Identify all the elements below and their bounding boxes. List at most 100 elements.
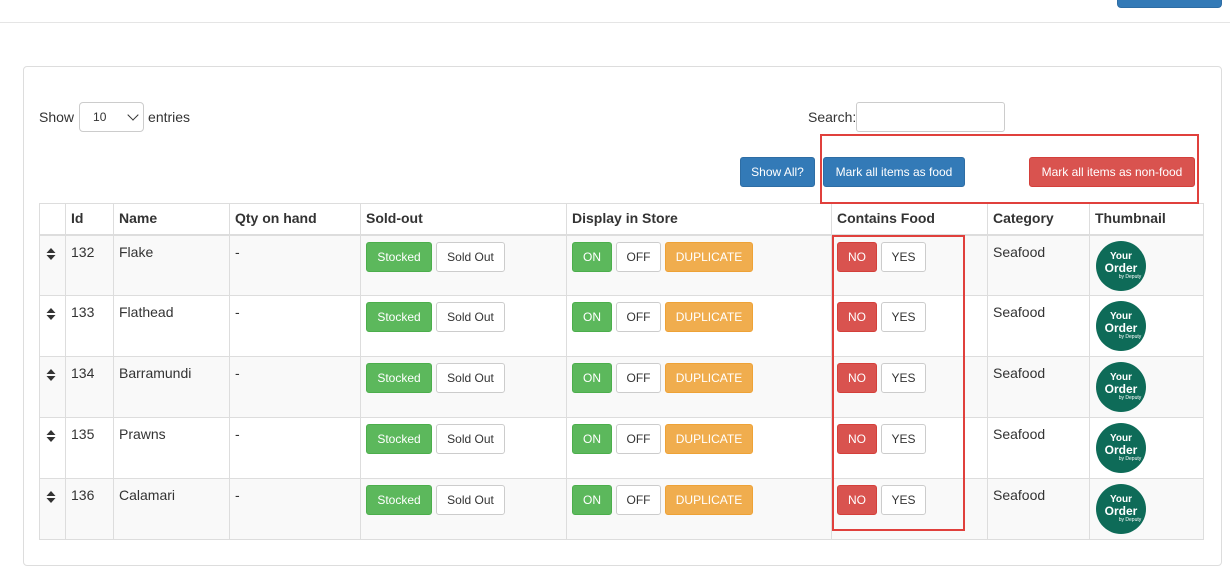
thumbnail-image[interactable]: Your Order by Deputy bbox=[1096, 301, 1146, 351]
sort-arrows-icon[interactable] bbox=[46, 430, 56, 442]
mark-all-food-button[interactable]: Mark all items as food bbox=[823, 157, 965, 187]
items-table: Id Name Qty on hand Sold-out Display in … bbox=[39, 203, 1204, 540]
yes-button[interactable]: YES bbox=[881, 241, 926, 272]
off-button[interactable]: OFF bbox=[616, 241, 661, 272]
reorder-cell[interactable] bbox=[39, 356, 66, 418]
contains-food-cell: NO YES bbox=[831, 356, 988, 418]
column-header-id[interactable]: Id bbox=[65, 203, 114, 236]
thumbnail-text-your: Your bbox=[1109, 311, 1133, 322]
on-button[interactable]: ON bbox=[572, 241, 612, 272]
thumbnail-image[interactable]: Your Order by Deputy bbox=[1096, 423, 1146, 473]
search-label: Search: bbox=[808, 109, 857, 125]
no-button[interactable]: NO bbox=[837, 302, 877, 332]
yes-button[interactable]: YES bbox=[881, 302, 926, 332]
no-button[interactable]: NO bbox=[837, 363, 877, 393]
table-row: 135 Prawns - Stocked Sold Out ON OFF DUPLICATE N… bbox=[39, 417, 1204, 479]
thumbnail-text-your: Your bbox=[1109, 494, 1133, 505]
table-row: 136 Calamari - Stocked Sold Out ON OFF DUPLICAT… bbox=[39, 478, 1204, 540]
sold-out-button[interactable]: Sold Out bbox=[436, 363, 505, 393]
off-button[interactable]: OFF bbox=[616, 424, 661, 454]
column-header-contains-food[interactable]: Contains Food bbox=[831, 203, 988, 236]
thumbnail-cell: Your Order by Deputy bbox=[1089, 356, 1204, 418]
name-cell: Prawns bbox=[113, 417, 230, 479]
mark-all-non-food-button[interactable]: Mark all items as non-food bbox=[1029, 157, 1195, 187]
thumbnail-text-your: Your bbox=[1109, 250, 1133, 262]
thumbnail-text-order: Order bbox=[1104, 321, 1138, 335]
qty-cell: - bbox=[229, 356, 361, 418]
column-header-sold-out[interactable]: Sold-out bbox=[360, 203, 567, 236]
name-cell: Flake bbox=[113, 234, 230, 296]
on-button[interactable]: ON bbox=[572, 424, 612, 454]
sold-out-button[interactable]: Sold Out bbox=[436, 302, 505, 332]
name-cell: Barramundi bbox=[113, 356, 230, 418]
show-all-button[interactable]: Show All? bbox=[740, 157, 815, 187]
thumbnail-text-by: by Deputy bbox=[1118, 273, 1142, 280]
no-button[interactable]: NO bbox=[837, 424, 877, 454]
thumbnail-text-your: Your bbox=[1109, 433, 1133, 444]
sold-out-button[interactable]: Sold Out bbox=[436, 241, 505, 272]
duplicate-button[interactable]: DUPLICATE bbox=[665, 302, 753, 332]
display-in-store-cell: ON OFF DUPLICATE bbox=[566, 356, 832, 418]
reorder-cell[interactable] bbox=[39, 417, 66, 479]
on-button[interactable]: ON bbox=[572, 485, 612, 515]
duplicate-button[interactable]: DUPLICATE bbox=[665, 363, 753, 393]
stocked-button[interactable]: Stocked bbox=[366, 363, 432, 393]
show-label: Show bbox=[39, 109, 75, 125]
on-button[interactable]: ON bbox=[572, 302, 612, 332]
column-header-display-in-store[interactable]: Display in Store bbox=[566, 203, 832, 236]
sold-out-cell: Stocked Sold Out bbox=[360, 478, 567, 540]
thumbnail-image[interactable]: Your Order by Deputy bbox=[1096, 240, 1146, 291]
thumbnail-image[interactable]: Your Order by Deputy bbox=[1096, 362, 1146, 412]
on-button[interactable]: ON bbox=[572, 363, 612, 393]
stocked-button[interactable]: Stocked bbox=[366, 302, 432, 332]
column-header-thumbnail[interactable]: Thumbnail bbox=[1089, 203, 1204, 236]
qty-cell: - bbox=[229, 417, 361, 479]
display-in-store-cell: ON OFF DUPLICATE bbox=[566, 417, 832, 479]
duplicate-button[interactable]: DUPLICATE bbox=[665, 424, 753, 454]
yes-button[interactable]: YES bbox=[881, 485, 926, 515]
reorder-cell[interactable] bbox=[39, 234, 66, 296]
sort-arrows-icon[interactable] bbox=[46, 247, 56, 260]
table-row: 134 Barramundi - Stocked Sold Out ON OFF DUPLIC… bbox=[39, 356, 1204, 418]
thumbnail-text-order: Order bbox=[1104, 504, 1138, 518]
stocked-button[interactable]: Stocked bbox=[366, 485, 432, 515]
column-header-category[interactable]: Category bbox=[987, 203, 1090, 236]
yes-button[interactable]: YES bbox=[881, 424, 926, 454]
reorder-cell[interactable] bbox=[39, 295, 66, 357]
id-cell: 133 bbox=[65, 295, 114, 357]
duplicate-button[interactable]: DUPLICATE bbox=[665, 485, 753, 515]
sort-arrows-icon[interactable] bbox=[46, 491, 56, 503]
thumbnail-text-by: by Deputy bbox=[1118, 517, 1142, 523]
contains-food-cell: NO YES bbox=[831, 417, 988, 479]
off-button[interactable]: OFF bbox=[616, 302, 661, 332]
yes-button[interactable]: YES bbox=[881, 363, 926, 393]
sort-arrows-icon[interactable] bbox=[46, 308, 56, 320]
sold-out-cell: Stocked Sold Out bbox=[360, 356, 567, 418]
search-control: Search: bbox=[808, 102, 1006, 132]
off-button[interactable]: OFF bbox=[616, 363, 661, 393]
thumbnail-text-order: Order bbox=[1104, 382, 1138, 396]
name-cell: Calamari bbox=[113, 478, 230, 540]
thumbnail-text-order: Order bbox=[1104, 443, 1138, 457]
sold-out-button[interactable]: Sold Out bbox=[436, 485, 505, 515]
sort-arrows-icon[interactable] bbox=[46, 369, 56, 381]
stocked-button[interactable]: Stocked bbox=[366, 424, 432, 454]
column-header-qty[interactable]: Qty on hand bbox=[229, 203, 361, 236]
stocked-button[interactable]: Stocked bbox=[366, 241, 432, 272]
reorder-cell[interactable] bbox=[39, 478, 66, 540]
entries-select[interactable]: 10 bbox=[79, 102, 145, 132]
sold-out-button[interactable]: Sold Out bbox=[436, 424, 505, 454]
column-header-name[interactable]: Name bbox=[113, 203, 230, 236]
off-button[interactable]: OFF bbox=[616, 485, 661, 515]
no-button[interactable]: NO bbox=[837, 485, 877, 515]
length-menu: Show 10 entries bbox=[39, 102, 190, 132]
search-input[interactable] bbox=[856, 102, 1006, 132]
contains-food-cell: NO YES bbox=[831, 478, 988, 540]
id-cell: 135 bbox=[65, 417, 114, 479]
thumbnail-image[interactable]: Your Order by Deputy bbox=[1096, 484, 1146, 534]
thumbnail-cell: Your Order by Deputy bbox=[1089, 295, 1204, 357]
entries-value: 10 bbox=[93, 110, 107, 124]
duplicate-button[interactable]: DUPLICATE bbox=[665, 241, 753, 272]
no-button[interactable]: NO bbox=[837, 241, 877, 272]
top-action-button[interactable] bbox=[1117, 0, 1222, 8]
